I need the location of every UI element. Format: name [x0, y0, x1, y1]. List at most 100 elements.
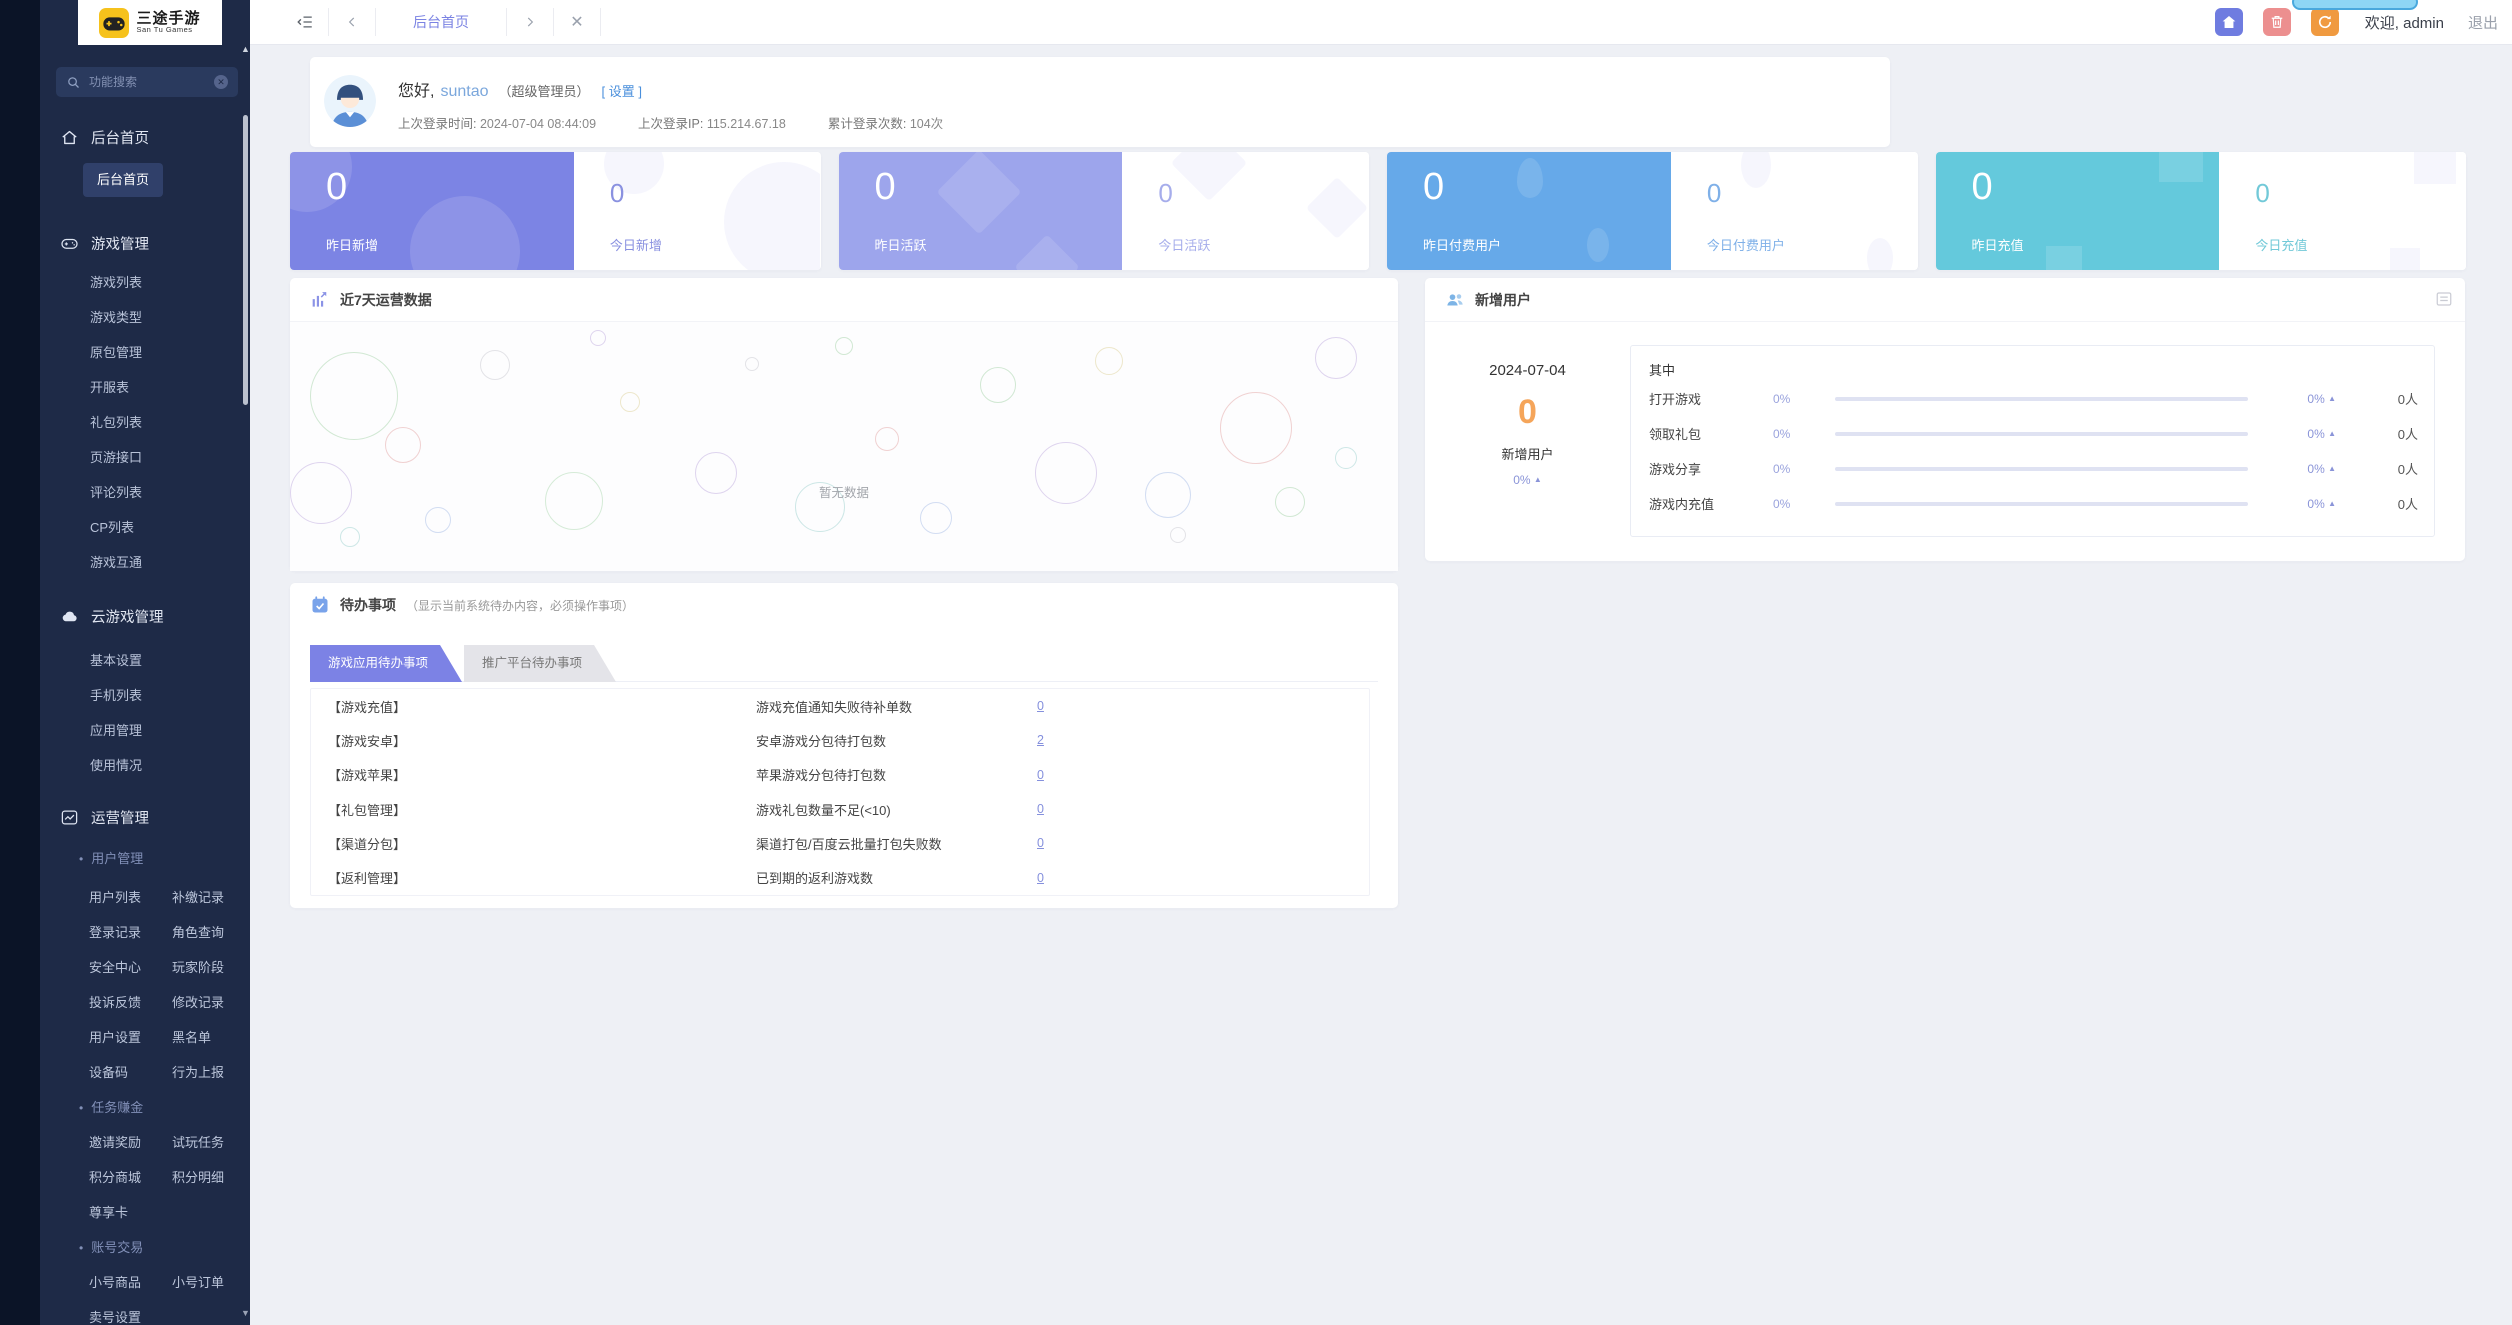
sidebar-item[interactable]: 用户列表	[89, 890, 142, 905]
sidebar-item[interactable]: 黑名单	[172, 1030, 212, 1045]
sidebar-group-task-reward[interactable]: • 任务赚金	[40, 1090, 250, 1125]
app-logo[interactable]: 三途手游 San Tu Games	[78, 0, 222, 45]
stat-value: 0	[609, 178, 625, 208]
sidebar-item[interactable]: CP列表	[90, 520, 135, 535]
stat-value: 0	[326, 166, 348, 208]
settings-link[interactable]: [ 设置 ]	[601, 84, 642, 99]
todo-count-link[interactable]: 0	[1037, 767, 1044, 782]
collapse-sidebar-icon[interactable]	[282, 7, 328, 37]
group-label: 账号交易	[91, 1240, 144, 1255]
sidebar-section-cloud-game[interactable]: 云游戏管理	[40, 606, 250, 626]
sidebar-item[interactable]: 设备码	[89, 1065, 129, 1080]
sidebar-item[interactable]: 页游接口	[90, 450, 143, 465]
clear-cache-trash-icon[interactable]	[2262, 8, 2291, 36]
sidebar-group-user-mgmt[interactable]: • 用户管理	[40, 841, 250, 876]
sidebar-group-account-trade[interactable]: • 账号交易	[40, 1230, 250, 1265]
sidebar-item[interactable]: 小号订单	[172, 1275, 225, 1290]
sidebar-section-operations[interactable]: 运营管理	[40, 807, 250, 827]
sidebar-item[interactable]: 开服表	[90, 380, 130, 395]
sidebar-search[interactable]: ✕	[56, 67, 238, 97]
todo-count-link[interactable]: 2	[1037, 733, 1044, 748]
sidebar-item[interactable]: 补缴记录	[172, 890, 225, 905]
sidebar-item[interactable]: 投诉反馈	[89, 995, 142, 1010]
tab-next-icon[interactable]	[507, 7, 553, 37]
topbar: 后台首页 ✕ 欢迎, admin 退出	[250, 0, 2512, 45]
count-label: 累计登录次数:	[827, 117, 907, 131]
stat-value: 0	[874, 166, 896, 208]
sidebar-item[interactable]: 行为上报	[172, 1065, 225, 1080]
tab-game-app-todos[interactable]: 游戏应用待办事项	[310, 645, 462, 682]
todo-table: 【游戏充值】 游戏充值通知失败待补单数 0 【游戏安卓】 安卓游戏分包待打包数 …	[310, 688, 1370, 896]
stat-label: 昨日充值	[1971, 238, 2024, 253]
divider	[553, 8, 554, 36]
sidebar-item[interactable]: 应用管理	[90, 723, 143, 738]
sidebar-item[interactable]: 积分商城	[89, 1170, 142, 1185]
sidebar-item[interactable]: 用户设置	[89, 1030, 142, 1045]
current-username: admin	[2403, 14, 2444, 32]
sidebar-item[interactable]: 游戏列表	[90, 275, 143, 290]
sidebar-item[interactable]: 邀请奖励	[89, 1135, 142, 1150]
section-label: 后台首页	[91, 130, 149, 147]
scroll-up-arrow-icon[interactable]: ▲	[241, 44, 250, 54]
ops-data-panel: 近7天运营数据 暂无数据	[290, 278, 1398, 571]
sidebar-item[interactable]: 卖号设置	[89, 1310, 142, 1325]
sidebar-item[interactable]: 修改记录	[172, 995, 225, 1010]
todo-category: 【礼包管理】	[328, 802, 407, 818]
sidebar-item[interactable]: 登录记录	[89, 925, 142, 940]
sidebar-item[interactable]: 安全中心	[89, 960, 142, 975]
clear-search-icon[interactable]: ✕	[214, 75, 228, 89]
yesterday-stat: 0 昨日付费用户	[1387, 152, 1671, 270]
search-input[interactable]	[89, 75, 206, 89]
sidebar-row: 设备码 行为上报	[40, 1055, 250, 1090]
sidebar-item[interactable]: 尊享卡	[89, 1205, 129, 1220]
sidebar-row: 用户设置 黑名单	[40, 1020, 250, 1055]
sidebar-item[interactable]: 手机列表	[90, 688, 143, 703]
tab-promo-platform-todos[interactable]: 推广平台待办事项	[464, 645, 616, 682]
todo-category: 【游戏安卓】	[328, 733, 407, 749]
row-label: 游戏分享	[1649, 462, 1702, 477]
sidebar-section-game-mgmt[interactable]: 游戏管理	[40, 233, 250, 253]
scroll-down-arrow-icon[interactable]: ▼	[241, 1308, 250, 1318]
sidebar-scrollbar[interactable]	[243, 115, 248, 405]
divider	[600, 8, 601, 36]
sidebar-item[interactable]: 积分明细	[172, 1170, 225, 1185]
row-trend: 0%	[2307, 391, 2325, 406]
sidebar-item[interactable]: 原包管理	[90, 345, 143, 360]
todo-count-link[interactable]: 0	[1037, 699, 1044, 714]
tab-home[interactable]: 后台首页	[413, 14, 469, 30]
gamepad-logo-icon	[99, 7, 130, 38]
sidebar-item[interactable]: 玩家阶段	[172, 960, 225, 975]
panel-options-icon[interactable]	[2435, 290, 2453, 308]
stat-card-paying-users: 0 昨日付费用户 0 今日付费用户	[1387, 152, 1918, 270]
todo-count-link[interactable]: 0	[1037, 802, 1044, 817]
stat-label: 今日付费用户	[1706, 238, 1785, 253]
yesterday-stat: 0 昨日新增	[290, 152, 574, 270]
sidebar-item[interactable]: 基本设置	[90, 653, 143, 668]
tab-close-icon[interactable]: ✕	[570, 14, 584, 31]
todo-count-link[interactable]: 0	[1037, 870, 1044, 885]
sidebar-item[interactable]: 角色查询	[172, 925, 225, 940]
logout-button[interactable]: 退出	[2467, 14, 2498, 32]
sidebar-item[interactable]: 游戏互通	[90, 555, 143, 570]
sidebar-section-home[interactable]: 后台首页	[40, 127, 250, 147]
sidebar-item[interactable]: 礼包列表	[90, 415, 143, 430]
sidebar-item-home-active[interactable]: 后台首页	[83, 163, 164, 197]
progress-bar	[1835, 431, 2248, 436]
row-percent: 0%	[1773, 496, 1791, 511]
sidebar-row: 登录记录 角色查询	[40, 915, 250, 950]
today-stat: 0 今日充值	[2219, 152, 2466, 270]
sidebar-item[interactable]: 小号商品	[89, 1275, 142, 1290]
stat-label: 今日充值	[2255, 238, 2308, 253]
tab-prev-icon[interactable]	[329, 7, 375, 37]
last-login-ip: 上次登录IP: 115.214.67.18	[638, 113, 786, 132]
last-login-label: 上次登录时间:	[398, 117, 477, 131]
todo-category: 【返利管理】	[328, 871, 407, 887]
sidebar-item[interactable]: 使用情况	[90, 758, 143, 773]
todo-count-link[interactable]: 0	[1037, 836, 1044, 851]
home-shortcut-icon[interactable]	[2214, 8, 2243, 36]
sidebar-item[interactable]: 游戏类型	[90, 310, 143, 325]
refresh-icon[interactable]	[2310, 8, 2339, 36]
sidebar-row: 用户列表 补缴记录	[40, 880, 250, 915]
sidebar-item[interactable]: 评论列表	[90, 485, 143, 500]
sidebar-item[interactable]: 试玩任务	[172, 1135, 225, 1150]
